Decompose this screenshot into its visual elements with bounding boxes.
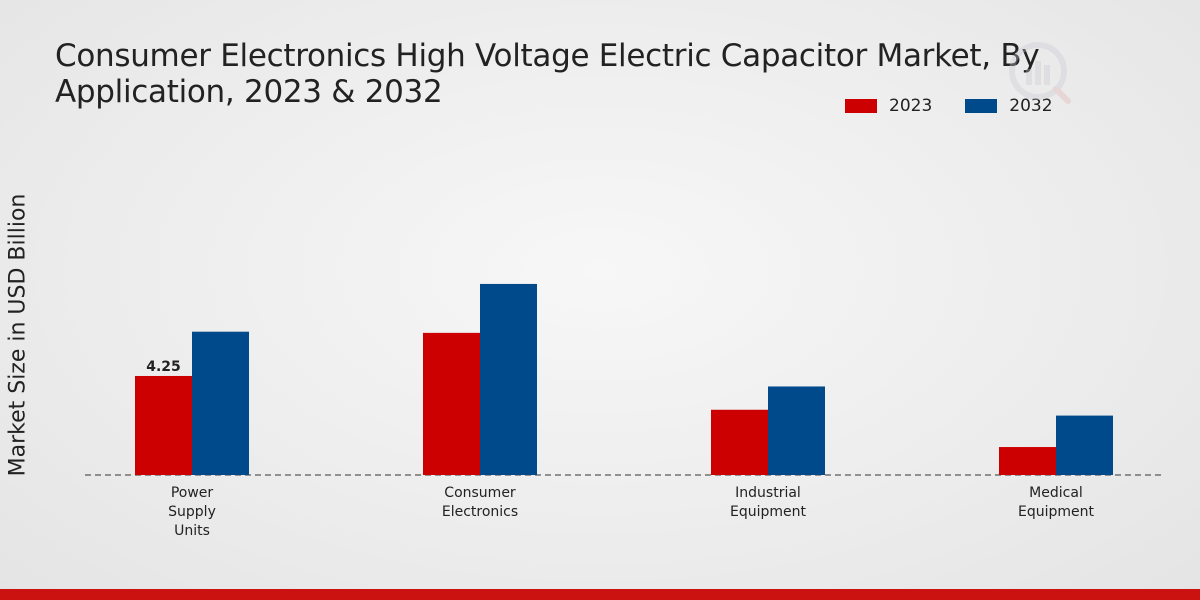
legend-swatch-2032 <box>965 99 998 113</box>
x-tick-label-consumer-electronics: Consumer Electronics <box>442 485 518 520</box>
legend-item-2023: 2023 <box>845 96 932 116</box>
legend-label-2023: 2023 <box>889 96 933 116</box>
bar-industrial-equipment-2032 <box>768 386 825 475</box>
bar-consumer-electronics-2032 <box>480 283 537 475</box>
bar-consumer-electronics-2023 <box>423 332 480 475</box>
legend: 2023 2032 <box>845 96 1086 116</box>
legend-swatch-2023 <box>845 99 877 113</box>
x-tick-label-medical-equipment: Medical Equipment <box>1018 485 1095 520</box>
bar-power-supply-units-2023 <box>135 375 192 475</box>
bar-medical-equipment-2023 <box>999 447 1056 475</box>
bar-industrial-equipment-2023 <box>711 409 768 475</box>
bar-power-supply-units-2032 <box>192 331 249 475</box>
data-label-4-25: 4.25 <box>146 359 181 375</box>
x-tick-label-power-supply-units: Power Supply Units <box>168 485 216 539</box>
bar-medical-equipment-2032 <box>1056 415 1113 475</box>
x-tick-label-industrial-equipment: Industrial Equipment <box>730 485 807 520</box>
watermark-logo-icon <box>1008 35 1072 111</box>
bottom-accent-bar <box>0 589 1200 600</box>
legend-label-2032: 2032 <box>1009 96 1053 116</box>
chart-title: Consumer Electronics High Voltage Electr… <box>55 38 1040 110</box>
legend-item-2032: 2032 <box>965 96 1053 116</box>
